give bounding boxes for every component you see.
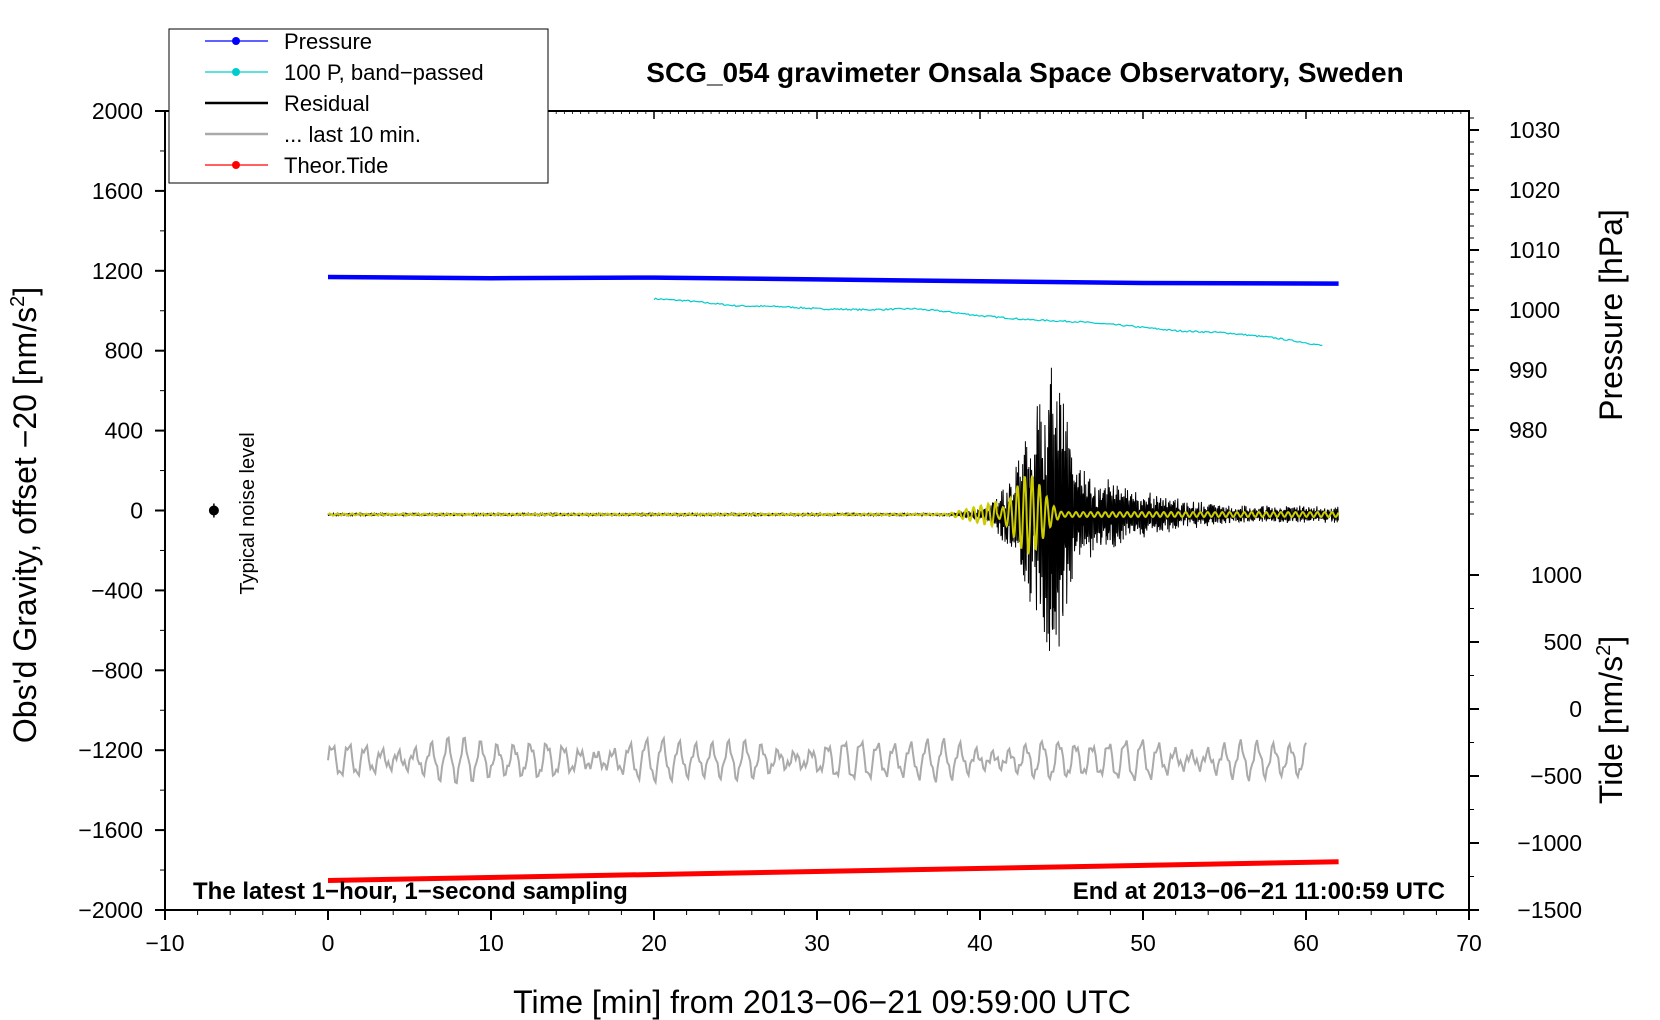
y-tick-label: −2000	[78, 897, 143, 923]
band-passed-residual-line	[327, 475, 1340, 555]
x-tick-label: 50	[1130, 930, 1156, 956]
y-tick-label: 400	[105, 418, 143, 444]
y-axis-label: Obs'd Gravity, offset −20 [nm/s2]	[7, 287, 43, 743]
band-passed-pressure-line	[653, 297, 1323, 346]
tide-tick-label: 1000	[1531, 562, 1582, 588]
noise-level-point	[208, 505, 219, 516]
pressure-tick-label: 990	[1509, 357, 1547, 383]
y-tick-label: −1200	[78, 737, 143, 763]
pressure-tick-label: 1020	[1509, 177, 1560, 203]
pressure-tick-label: 1030	[1509, 117, 1560, 143]
x-tick-label: 20	[641, 930, 667, 956]
data-layer: Typical noise level	[208, 274, 1340, 884]
legend-label: Residual	[284, 91, 370, 116]
y-tick-label: 1600	[92, 178, 143, 204]
x-axis-label: Time [min] from 2013−06−21 09:59:00 UTC	[513, 984, 1131, 1020]
x-tick-label: 30	[804, 930, 830, 956]
legend-label: 100 P, band−passed	[284, 60, 484, 85]
pressure-tick-label: 980	[1509, 417, 1547, 443]
tide-tick-label: −1500	[1517, 897, 1582, 923]
axes-layer: −10 0 10 20 30 40 50 60 702000160012008004000−40…	[7, 98, 1629, 956]
legend-marker	[232, 37, 240, 45]
legend-box	[168, 28, 549, 184]
chart-title: SCG_054 gravimeter Onsala Space Observat…	[646, 57, 1403, 88]
tide-tick-label: −1000	[1517, 830, 1582, 856]
legend-label: Theor.Tide	[284, 153, 388, 178]
y-tick-label: 2000	[92, 98, 143, 124]
noise-level-label: Typical noise level	[237, 432, 259, 594]
tide-tick-label: 500	[1544, 629, 1582, 655]
y-tick-label: −800	[91, 657, 143, 683]
pressure-axis-label: Pressure [hPa]	[1593, 209, 1629, 421]
tide-series-line	[327, 859, 1339, 884]
x-tick-label: 40	[967, 930, 993, 956]
tide-tick-label: −500	[1530, 763, 1582, 789]
pressure-tick-label: 1000	[1509, 297, 1560, 323]
legend: Pressure 100 P, band−passed Residual ... la…	[168, 28, 549, 184]
x-tick-label: −10	[145, 930, 184, 956]
y-tick-label: −1600	[78, 817, 143, 843]
legend-marker	[232, 68, 240, 76]
tide-tick-label: 0	[1569, 696, 1582, 722]
last-10-min-series-line	[327, 735, 1307, 786]
y-tick-label: 800	[105, 338, 143, 364]
legend-label: ... last 10 min.	[284, 122, 421, 147]
x-tick-label: 60	[1293, 930, 1319, 956]
legend-marker	[232, 161, 240, 169]
residual-series-line	[327, 367, 1339, 651]
y-tick-label: −400	[91, 577, 143, 603]
pressure-tick-label: 1010	[1509, 237, 1560, 263]
x-tick-label: 70	[1456, 930, 1482, 956]
tide-axis-label: Tide [nm/s2]	[1593, 636, 1629, 804]
end-time-note: End at 2013−06−21 11:00:59 UTC	[1073, 878, 1445, 905]
legend-label: Pressure	[284, 29, 372, 54]
plot-frame	[164, 110, 1470, 911]
pressure-series-line	[327, 274, 1339, 286]
sampling-note: The latest 1−hour, 1−second sampling	[193, 878, 628, 905]
x-tick-label: 10	[478, 930, 504, 956]
x-tick-label: 0	[322, 930, 335, 956]
y-tick-label: 0	[130, 498, 143, 524]
y-tick-label: 1200	[92, 258, 143, 284]
